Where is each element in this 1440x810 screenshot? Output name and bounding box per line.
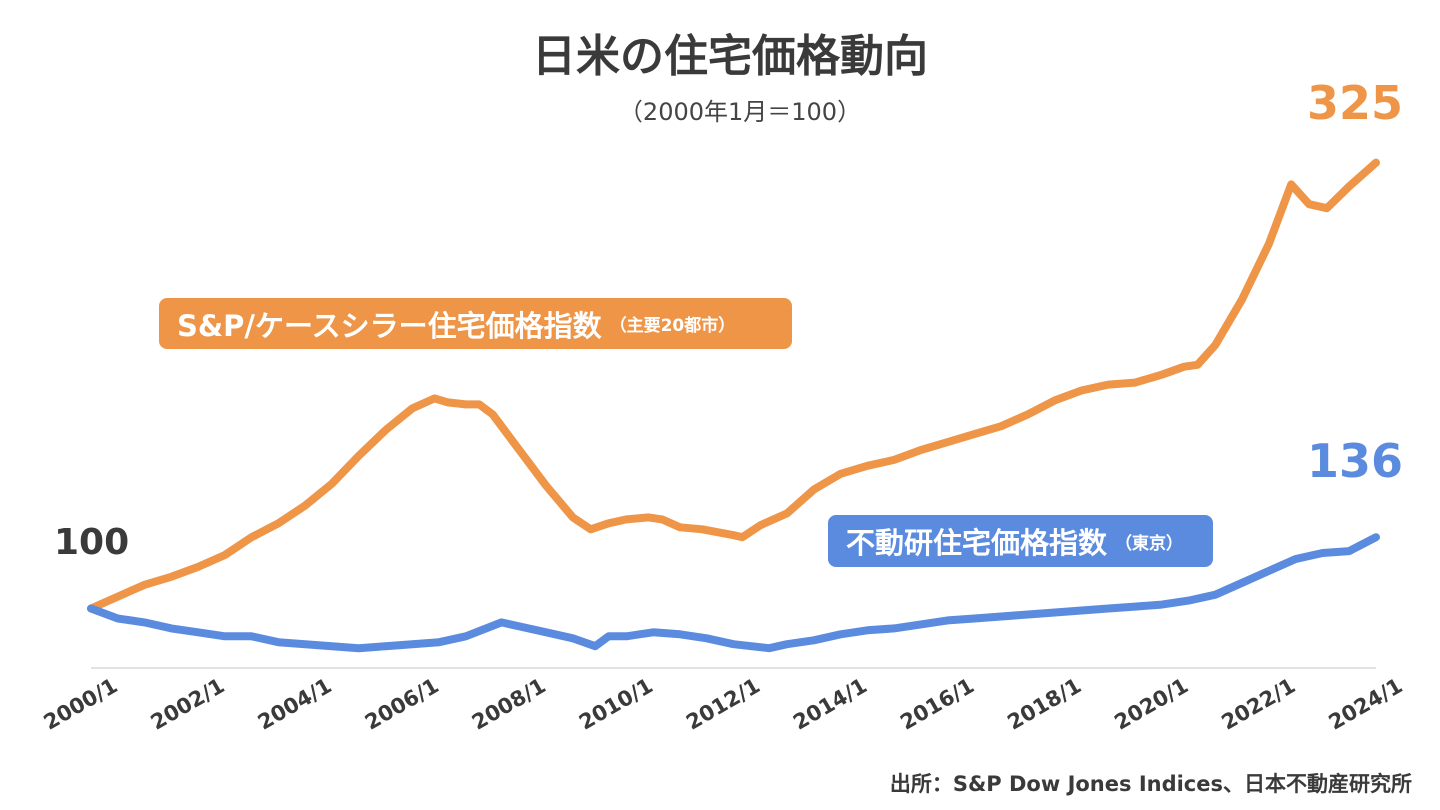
legend-sp-case-shiller: S&P/ケースシラー住宅価格指数 （主要20都市） bbox=[159, 298, 792, 349]
chart-subtitle: （2000年1月＝100） bbox=[618, 98, 862, 126]
series-line-sp-case-shiller bbox=[87, 158, 1380, 613]
source-note: 出所：S&P Dow Jones Indices、日本不動産研究所 bbox=[889, 772, 1412, 796]
chart-title: 日米の住宅価格動向 bbox=[532, 31, 928, 82]
x-tick-label: 2018/1 bbox=[1003, 674, 1085, 735]
x-tick-label: 2000/1 bbox=[40, 674, 122, 735]
end-label-sp: 325 bbox=[1307, 76, 1404, 130]
legend-label: 不動研住宅価格指数 bbox=[846, 526, 1108, 560]
start-label: 100 bbox=[54, 522, 130, 563]
end-label-tokyo: 136 bbox=[1307, 434, 1404, 488]
legend-label: S&P/ケースシラー住宅価格指数 bbox=[177, 308, 602, 343]
x-tick-label: 2006/1 bbox=[361, 674, 443, 735]
x-tick-label: 2014/1 bbox=[789, 674, 871, 735]
x-tick-label: 2004/1 bbox=[254, 674, 336, 735]
x-tick-label: 2008/1 bbox=[468, 674, 550, 735]
x-tick-label: 2020/1 bbox=[1110, 674, 1192, 735]
legend-note: （東京） bbox=[1115, 533, 1184, 554]
x-tick-label: 2002/1 bbox=[147, 674, 229, 735]
series-line-fudoken-tokyo bbox=[87, 533, 1380, 653]
x-tick-label: 2016/1 bbox=[896, 674, 978, 735]
x-tick-label: 2024/1 bbox=[1325, 674, 1407, 735]
legend-note: （主要20都市） bbox=[609, 316, 736, 336]
x-tick-label: 2010/1 bbox=[575, 674, 657, 735]
x-tick-label: 2012/1 bbox=[682, 674, 764, 735]
legend-fudoken: 不動研住宅価格指数 （東京） bbox=[828, 515, 1213, 567]
x-tick-label: 2022/1 bbox=[1217, 674, 1299, 735]
